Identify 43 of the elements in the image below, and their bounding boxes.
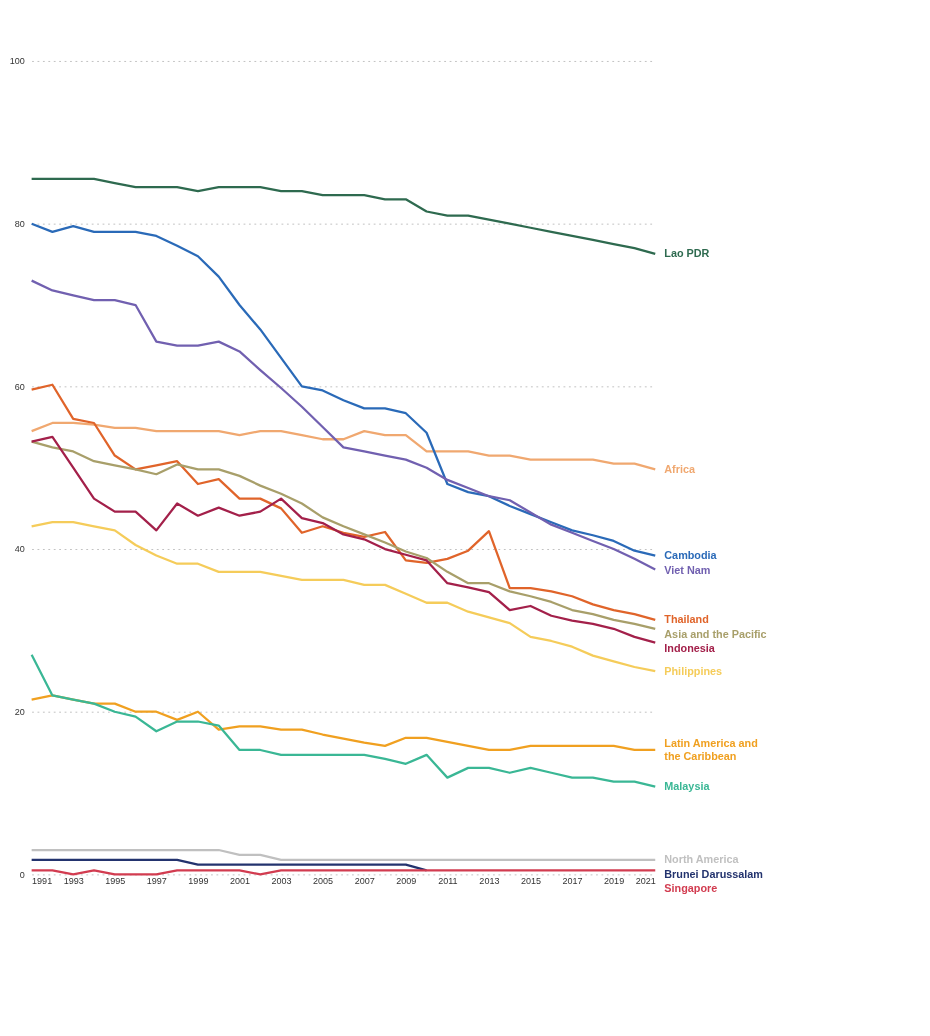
line-series — [30, 421, 657, 471]
series-label: North America — [664, 853, 740, 866]
series-label: Viet Nam — [664, 563, 711, 576]
line-series — [30, 521, 657, 673]
x-tick-label: 1991 — [32, 875, 53, 886]
line-series — [30, 653, 657, 788]
line-series — [30, 383, 657, 621]
x-tick-label: 1999 — [188, 875, 209, 886]
series-label: Philippines — [664, 664, 723, 677]
series-label: Indonesia — [664, 642, 716, 655]
x-tick-label: 2011 — [438, 875, 458, 886]
y-tick-label: 0 — [19, 869, 25, 880]
series-label: Malaysia — [664, 780, 711, 793]
series-label: Lao PDR — [664, 247, 710, 260]
x-tick-label: 2003 — [271, 875, 292, 886]
y-tick-label: 20 — [14, 706, 25, 717]
line-series — [30, 177, 657, 255]
x-tick-label: 2005 — [313, 875, 334, 886]
x-tick-label: 1995 — [105, 875, 126, 886]
series-label: Latin America and the Caribbean — [664, 737, 758, 762]
x-tick-label: 2013 — [479, 875, 500, 886]
y-tick-label: 80 — [14, 218, 25, 229]
x-tick-label: 2007 — [354, 875, 375, 886]
text: Brunei Darussalam — [664, 867, 763, 880]
x-tick-label: 2017 — [562, 875, 583, 886]
x-tick-label: 1993 — [63, 875, 84, 886]
x-tick-label: 2009 — [396, 875, 417, 886]
y-tick-label: 40 — [14, 544, 25, 555]
y-tick-label: 100 — [9, 56, 25, 67]
line-series — [30, 222, 657, 557]
series-label: Asia and the Pacific — [664, 627, 767, 640]
y-tick-label: 60 — [14, 381, 25, 392]
x-tick-label: 2021 — [635, 875, 656, 886]
x-tick-label: 2019 — [604, 875, 625, 886]
line-series — [30, 279, 657, 571]
series-label: Cambodia — [664, 549, 718, 562]
x-tick-label: 2015 — [520, 875, 542, 886]
x-tick-label: 2001 — [229, 875, 250, 886]
series-label: Singapore — [664, 882, 718, 895]
x-tick-label: 1997 — [146, 875, 167, 886]
series-label: Thailand — [664, 613, 709, 626]
series-label: Africa — [664, 462, 696, 475]
line-series — [30, 694, 657, 752]
